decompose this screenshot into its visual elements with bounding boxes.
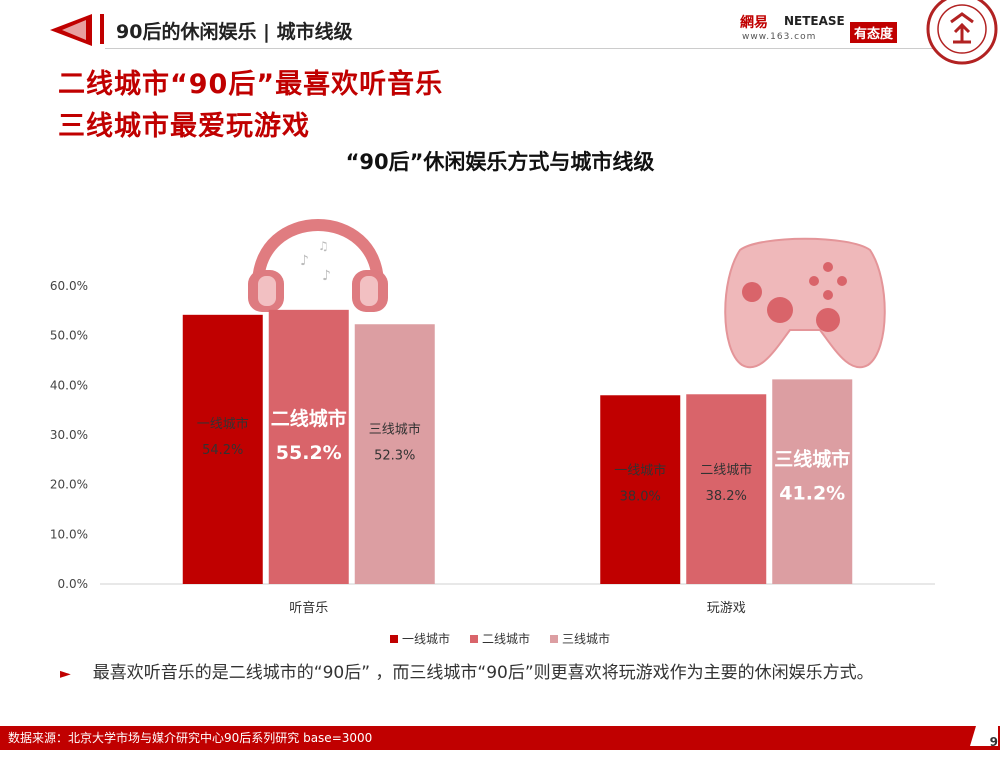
bar bbox=[182, 314, 263, 584]
page-number: 9 bbox=[970, 718, 998, 746]
brand-url: www.163.com bbox=[742, 32, 817, 42]
svg-text:♪: ♪ bbox=[322, 268, 331, 284]
bar bbox=[772, 379, 853, 584]
y-tick-label: 10.0% bbox=[50, 527, 88, 541]
university-seal-icon bbox=[926, 0, 998, 65]
title-accent-bar bbox=[100, 14, 104, 44]
header-bar: 90后的休闲娱乐 | 城市线级 網易 NETEASE www.163.com 有… bbox=[0, 0, 1000, 65]
bar-series-label: 一线城市 bbox=[197, 416, 249, 432]
svg-text:♫: ♫ bbox=[318, 239, 329, 253]
headline-line2: 三线城市最爱玩游戏 bbox=[58, 111, 310, 142]
gamepad-icon bbox=[724, 237, 886, 369]
section-title: 90后的休闲娱乐 | 城市线级 bbox=[116, 21, 353, 43]
brand-tag: 有态度 bbox=[850, 22, 898, 43]
y-tick-label: 30.0% bbox=[50, 428, 88, 442]
note-text: 最喜欢听音乐的是二线城市的“90后” ，而三线城市“90后”则更喜欢将玩游戏作为… bbox=[92, 663, 874, 683]
bar-value-label: 38.2% bbox=[706, 489, 747, 504]
legend-label: 二线城市 bbox=[481, 632, 530, 646]
bar-series-label: 一线城市 bbox=[614, 463, 666, 479]
footer-bar: 数据来源：北京大学市场与媒介研究中心90后系列研究 base=3000 9 bbox=[0, 718, 1000, 750]
headphones-icon: ♪ ♫ ♪ bbox=[248, 219, 388, 312]
legend-item: 一线城市 bbox=[389, 630, 450, 647]
bar-series-label: 二线城市 bbox=[700, 462, 752, 478]
legend-label: 一线城市 bbox=[401, 632, 450, 646]
legend-swatch bbox=[550, 634, 558, 643]
chart-title: “90后”休闲娱乐方式与城市线级 bbox=[345, 150, 655, 174]
legend-label: 三线城市 bbox=[562, 632, 611, 646]
x-category-label: 玩游戏 bbox=[707, 601, 746, 616]
brand-en: NETEASE bbox=[784, 14, 845, 28]
bar-value-label: 41.2% bbox=[779, 482, 845, 504]
legend-swatch bbox=[389, 634, 398, 643]
x-category-label: 听音乐 bbox=[289, 600, 328, 616]
bar-chart: ♪ ♫ ♪ 0.0% 10.0% 20.0% 30.0% 40.0% 50.0% 60.0%… bbox=[50, 219, 935, 616]
chart-legend: 一线城市 二线城市 三线城市 bbox=[0, 630, 1000, 647]
bar bbox=[600, 395, 681, 584]
bar-series-label: 三线城市 bbox=[369, 421, 421, 437]
y-tick-label: 0.0% bbox=[58, 577, 89, 591]
bar bbox=[686, 394, 767, 584]
bar bbox=[354, 324, 435, 584]
legend-item: 二线城市 bbox=[469, 630, 530, 647]
y-tick-label: 60.0% bbox=[50, 279, 88, 293]
bar-value-label: 38.0% bbox=[620, 490, 661, 505]
svg-text:♪: ♪ bbox=[300, 253, 309, 269]
triangle-icon bbox=[50, 14, 92, 46]
headline-line1: 二线城市“90后”最喜欢听音乐 bbox=[58, 69, 444, 100]
note-paragraph: ► 最喜欢听音乐的是二线城市的“90后” ，而三线城市“90后”则更喜欢将玩游戏作… bbox=[60, 660, 960, 687]
legend-item: 三线城市 bbox=[550, 630, 610, 647]
y-tick-label: 20.0% bbox=[50, 478, 88, 492]
bar-series-label: 三线城市 bbox=[774, 447, 850, 470]
y-tick-label: 40.0% bbox=[50, 378, 88, 392]
y-tick-label: 50.0% bbox=[50, 329, 88, 343]
brand-cn: 網易 bbox=[740, 15, 768, 31]
bar-value-label: 52.3% bbox=[374, 448, 415, 463]
source-text: 数据来源：北京大学市场与媒介研究中心90后系列研究 base=3000 bbox=[8, 731, 373, 745]
header-divider bbox=[105, 48, 935, 49]
legend-swatch bbox=[469, 634, 478, 643]
bullet-icon: ► bbox=[60, 666, 71, 682]
bar-series-label: 二线城市 bbox=[271, 407, 347, 430]
bar-value-label: 55.2% bbox=[276, 442, 342, 464]
bar bbox=[268, 309, 349, 584]
bar-value-label: 54.2% bbox=[202, 443, 243, 458]
